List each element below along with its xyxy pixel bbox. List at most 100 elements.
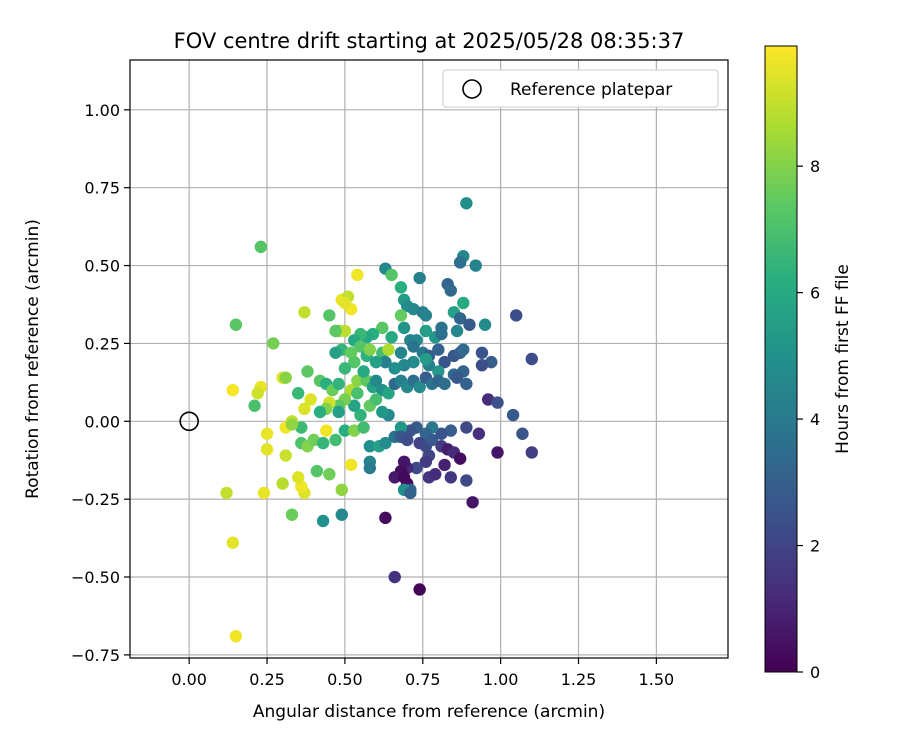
data-point bbox=[379, 355, 392, 369]
data-points bbox=[220, 197, 538, 643]
data-point bbox=[491, 446, 504, 459]
data-point bbox=[481, 393, 495, 406]
data-point bbox=[475, 346, 489, 359]
data-point bbox=[279, 449, 292, 462]
data-point bbox=[444, 471, 458, 484]
data-point bbox=[394, 346, 408, 359]
colorbar-tick-label: 2 bbox=[810, 537, 820, 556]
data-point bbox=[348, 355, 361, 369]
data-point bbox=[363, 461, 377, 475]
data-point bbox=[335, 508, 348, 521]
data-point bbox=[291, 471, 305, 484]
data-point bbox=[432, 343, 445, 356]
data-point bbox=[397, 455, 411, 468]
x-tick-label: 1.25 bbox=[561, 670, 597, 689]
colorbar: 0 2 4 6 8 Hours from first FF file bbox=[764, 45, 853, 682]
data-point bbox=[460, 197, 473, 210]
data-point bbox=[425, 433, 439, 447]
data-point bbox=[466, 496, 479, 509]
data-point bbox=[469, 259, 482, 272]
data-point bbox=[388, 362, 401, 375]
data-point bbox=[432, 365, 445, 378]
data-point bbox=[457, 343, 470, 356]
data-point bbox=[385, 268, 398, 282]
data-point bbox=[394, 281, 408, 294]
data-point bbox=[369, 374, 383, 388]
data-point bbox=[298, 402, 311, 416]
data-point bbox=[438, 458, 451, 472]
data-point bbox=[388, 570, 401, 584]
colorbar-tick-label: 4 bbox=[810, 410, 820, 429]
data-point bbox=[254, 240, 268, 254]
data-point bbox=[379, 511, 392, 525]
data-point bbox=[369, 355, 383, 369]
data-point bbox=[394, 421, 408, 434]
data-point bbox=[510, 309, 523, 322]
data-point bbox=[354, 408, 367, 422]
data-point bbox=[251, 387, 264, 400]
x-axis-label: Angular distance from reference (arcmin) bbox=[253, 702, 605, 722]
colorbar-tick-label: 0 bbox=[810, 663, 820, 682]
data-point bbox=[376, 321, 389, 335]
colorbar-ticks: 0 2 4 6 8 bbox=[797, 157, 820, 682]
data-point bbox=[376, 405, 389, 419]
data-point bbox=[450, 371, 464, 384]
data-point bbox=[301, 365, 314, 378]
x-tick-label: 0.75 bbox=[405, 670, 441, 689]
data-point bbox=[404, 424, 417, 437]
data-point bbox=[453, 312, 467, 325]
data-point bbox=[382, 343, 395, 356]
data-point bbox=[397, 321, 411, 335]
data-point bbox=[413, 271, 426, 285]
data-point bbox=[257, 486, 271, 500]
data-point bbox=[320, 424, 333, 437]
data-point bbox=[419, 352, 433, 366]
data-point bbox=[438, 377, 451, 391]
data-point bbox=[478, 318, 492, 331]
data-point bbox=[444, 424, 458, 437]
x-tick-label: 0.50 bbox=[327, 670, 363, 689]
x-tick-label: 0.25 bbox=[249, 670, 285, 689]
data-point bbox=[285, 508, 299, 521]
data-point bbox=[295, 480, 308, 493]
x-tick-label: 0.00 bbox=[171, 670, 207, 689]
reference-marker bbox=[179, 411, 199, 432]
data-point bbox=[344, 458, 358, 472]
data-point bbox=[394, 309, 408, 322]
data-point bbox=[397, 359, 411, 372]
data-point bbox=[267, 337, 280, 350]
data-point bbox=[407, 302, 420, 316]
data-point bbox=[291, 387, 305, 400]
data-point bbox=[407, 340, 420, 353]
data-point bbox=[323, 309, 336, 322]
y-tick-label: 0.75 bbox=[84, 179, 120, 198]
data-point bbox=[260, 443, 274, 456]
data-point bbox=[313, 405, 327, 419]
data-point bbox=[260, 427, 274, 440]
data-point bbox=[429, 468, 442, 481]
data-point bbox=[307, 433, 320, 447]
data-point bbox=[525, 446, 538, 459]
data-point bbox=[338, 296, 352, 310]
x-axis-ticks: 0.00 0.25 0.50 0.75 1.00 1.25 1.50 bbox=[171, 658, 674, 689]
data-point bbox=[316, 436, 330, 450]
data-point bbox=[285, 418, 299, 431]
data-point bbox=[444, 284, 458, 297]
data-point bbox=[435, 327, 448, 341]
data-point bbox=[354, 340, 367, 353]
data-point bbox=[351, 268, 364, 282]
data-point bbox=[298, 306, 311, 319]
data-point bbox=[348, 424, 361, 437]
data-point bbox=[329, 433, 342, 447]
data-point bbox=[348, 399, 361, 412]
data-point bbox=[460, 421, 473, 434]
data-point bbox=[363, 440, 377, 453]
data-point bbox=[351, 387, 364, 400]
data-point bbox=[419, 324, 433, 338]
data-point bbox=[229, 629, 243, 643]
data-point bbox=[450, 324, 464, 338]
data-point bbox=[310, 464, 324, 478]
data-point bbox=[485, 355, 498, 369]
data-point bbox=[460, 377, 473, 391]
